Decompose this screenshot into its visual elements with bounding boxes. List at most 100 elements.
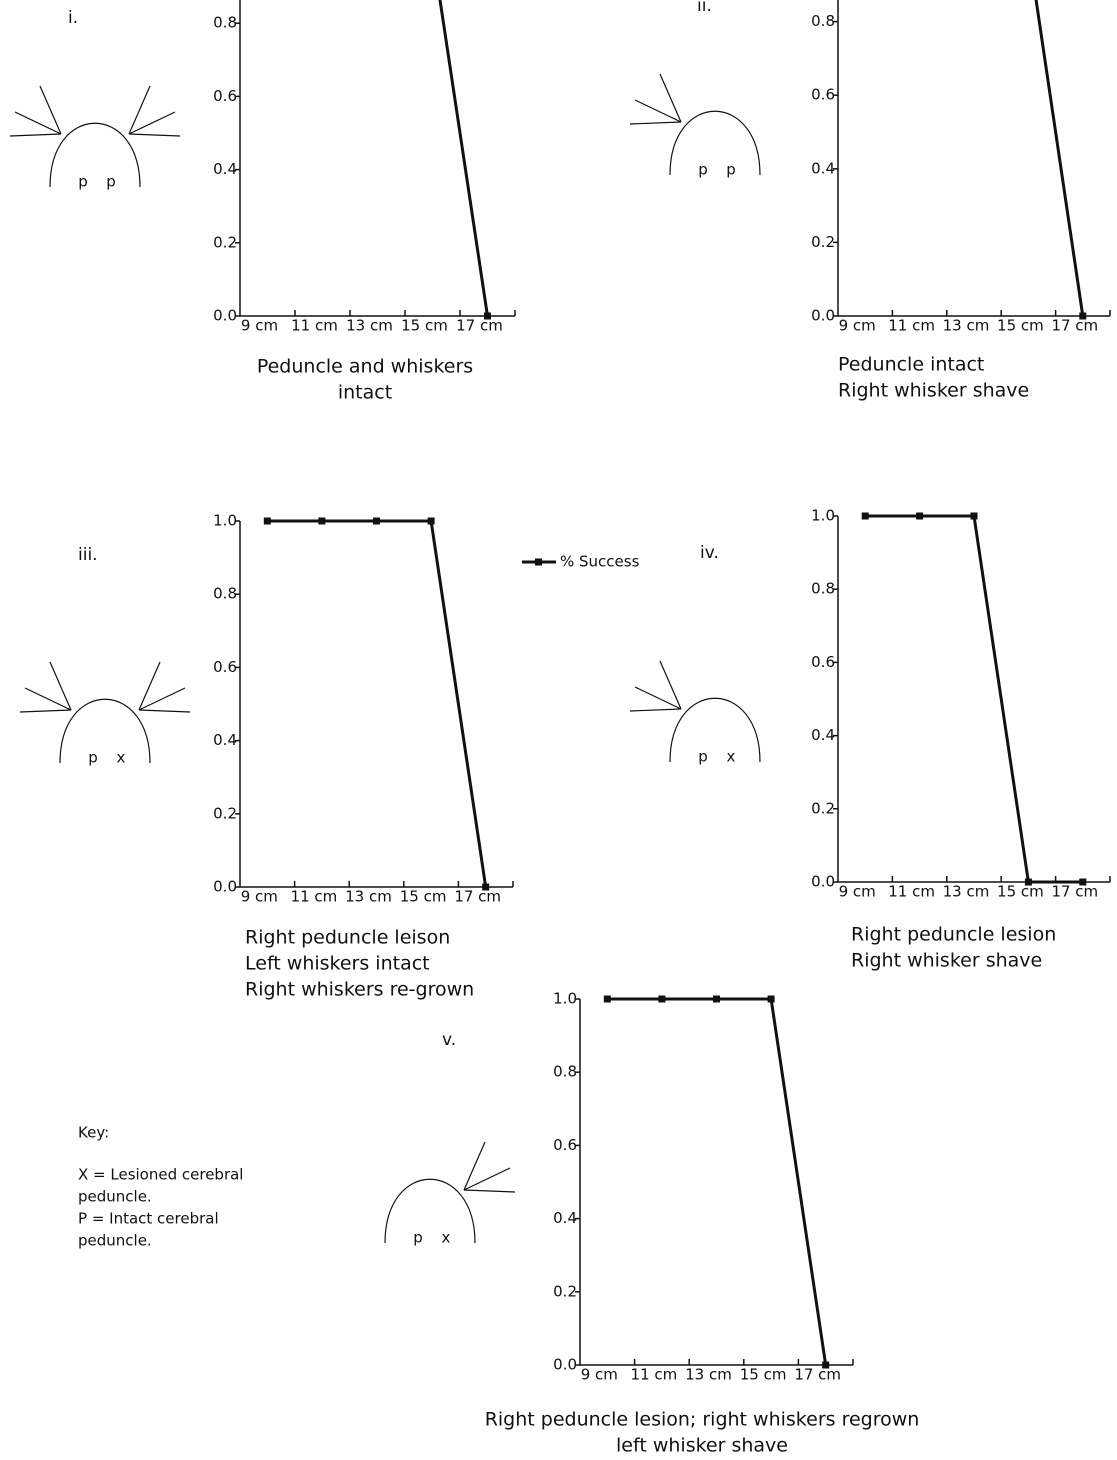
whisker bbox=[635, 100, 681, 122]
head-label: p bbox=[88, 749, 98, 767]
whisker bbox=[129, 134, 180, 136]
point-marker bbox=[1025, 879, 1032, 886]
series-line bbox=[865, 0, 1083, 316]
x-tick-label: 9 cm bbox=[581, 1366, 618, 1384]
head-label: x bbox=[442, 1229, 451, 1247]
head-label: p bbox=[726, 161, 736, 179]
x-tick-label: 17 cm bbox=[794, 1366, 841, 1384]
series-line bbox=[607, 999, 825, 1365]
whisker bbox=[464, 1168, 510, 1190]
point-marker bbox=[971, 513, 978, 520]
panel-label: v. bbox=[442, 1030, 456, 1050]
y-tick-label: 0.8 bbox=[213, 14, 237, 32]
point-marker bbox=[1079, 879, 1086, 886]
x-tick-label: 13 cm bbox=[346, 317, 393, 335]
whisker bbox=[139, 662, 160, 710]
y-tick-label: 0.0 bbox=[811, 873, 835, 891]
point-marker bbox=[482, 884, 489, 891]
y-tick-label: 0.6 bbox=[553, 1136, 577, 1154]
head-label: p bbox=[78, 173, 88, 191]
key-line: peduncle. bbox=[78, 1232, 152, 1250]
point-marker bbox=[658, 996, 665, 1003]
y-tick-label: 0.2 bbox=[811, 233, 835, 251]
whisker bbox=[40, 86, 61, 134]
point-marker bbox=[862, 513, 869, 520]
legend-marker bbox=[535, 559, 542, 566]
x-tick-label: 15 cm bbox=[740, 1366, 787, 1384]
axis bbox=[240, 0, 515, 316]
y-tick-label: 0.2 bbox=[811, 799, 835, 817]
point-marker bbox=[264, 518, 271, 525]
head-label: x bbox=[117, 749, 126, 767]
caption: Right peduncle lesion; right whiskers re… bbox=[485, 1409, 920, 1431]
whisker bbox=[25, 688, 71, 710]
y-tick-label: 0.6 bbox=[811, 653, 835, 671]
x-tick-label: 11 cm bbox=[888, 883, 935, 901]
point-marker bbox=[822, 1362, 829, 1369]
caption: Peduncle and whiskers bbox=[257, 356, 473, 378]
series-line bbox=[865, 516, 1083, 882]
y-tick-label: 0.4 bbox=[213, 731, 237, 749]
whisker bbox=[139, 688, 185, 710]
caption: Right whisker shave bbox=[838, 380, 1029, 402]
x-tick-label: 15 cm bbox=[400, 888, 447, 906]
head-label: p bbox=[106, 173, 116, 191]
series-line bbox=[267, 521, 485, 887]
x-tick-label: 9 cm bbox=[241, 317, 278, 335]
x-tick-label: 13 cm bbox=[685, 1366, 732, 1384]
caption: left whisker shave bbox=[616, 1435, 788, 1457]
point-marker bbox=[713, 996, 720, 1003]
x-tick-label: 15 cm bbox=[401, 317, 448, 335]
panel-label: iv. bbox=[700, 543, 719, 563]
x-tick-label: 17 cm bbox=[1051, 883, 1098, 901]
whisker bbox=[464, 1142, 485, 1190]
whisker bbox=[464, 1190, 515, 1192]
axis bbox=[838, 516, 1110, 882]
x-tick-label: 9 cm bbox=[839, 317, 876, 335]
x-tick-label: 17 cm bbox=[456, 317, 503, 335]
key-line: P = Intact cerebral bbox=[78, 1210, 219, 1228]
x-tick-label: 13 cm bbox=[943, 883, 990, 901]
x-tick-label: 9 cm bbox=[241, 888, 278, 906]
caption: Left whiskers intact bbox=[245, 953, 430, 975]
head-label: x bbox=[727, 748, 736, 766]
x-tick-label: 13 cm bbox=[943, 317, 990, 335]
axis bbox=[240, 521, 513, 887]
whisker bbox=[129, 112, 175, 134]
series-line bbox=[268, 0, 488, 316]
whisker bbox=[630, 122, 681, 124]
y-tick-label: 0.0 bbox=[213, 878, 237, 896]
x-tick-label: 17 cm bbox=[454, 888, 501, 906]
y-tick-label: 0.4 bbox=[213, 160, 237, 178]
head-outline bbox=[50, 123, 140, 187]
y-tick-label: 0.2 bbox=[553, 1282, 577, 1300]
x-tick-label: 11 cm bbox=[291, 888, 338, 906]
panel-label: ii. bbox=[697, 0, 712, 16]
head-outline bbox=[670, 111, 760, 175]
whisker bbox=[15, 112, 61, 134]
y-tick-label: 0.0 bbox=[213, 307, 237, 325]
head-outline bbox=[60, 699, 150, 763]
x-tick-label: 11 cm bbox=[291, 317, 338, 335]
key-line: peduncle. bbox=[78, 1188, 152, 1206]
x-tick-label: 15 cm bbox=[997, 883, 1044, 901]
point-marker bbox=[318, 518, 325, 525]
head-label: p bbox=[698, 161, 708, 179]
axis bbox=[580, 999, 853, 1365]
key-title: Key: bbox=[78, 1124, 109, 1142]
whisker bbox=[660, 74, 681, 122]
whisker bbox=[10, 134, 61, 136]
x-tick-label: 11 cm bbox=[631, 1366, 678, 1384]
whisker bbox=[50, 662, 71, 710]
head-outline bbox=[670, 698, 760, 762]
point-marker bbox=[1079, 313, 1086, 320]
y-tick-label: 0.8 bbox=[213, 585, 237, 603]
whisker bbox=[20, 710, 71, 712]
whisker bbox=[139, 710, 190, 712]
panel-label: i. bbox=[68, 8, 78, 28]
y-tick-label: 1.0 bbox=[213, 512, 237, 530]
panel-label: iii. bbox=[78, 545, 98, 565]
caption: Peduncle intact bbox=[838, 354, 984, 376]
head-outline bbox=[385, 1179, 475, 1243]
whisker bbox=[630, 709, 681, 711]
